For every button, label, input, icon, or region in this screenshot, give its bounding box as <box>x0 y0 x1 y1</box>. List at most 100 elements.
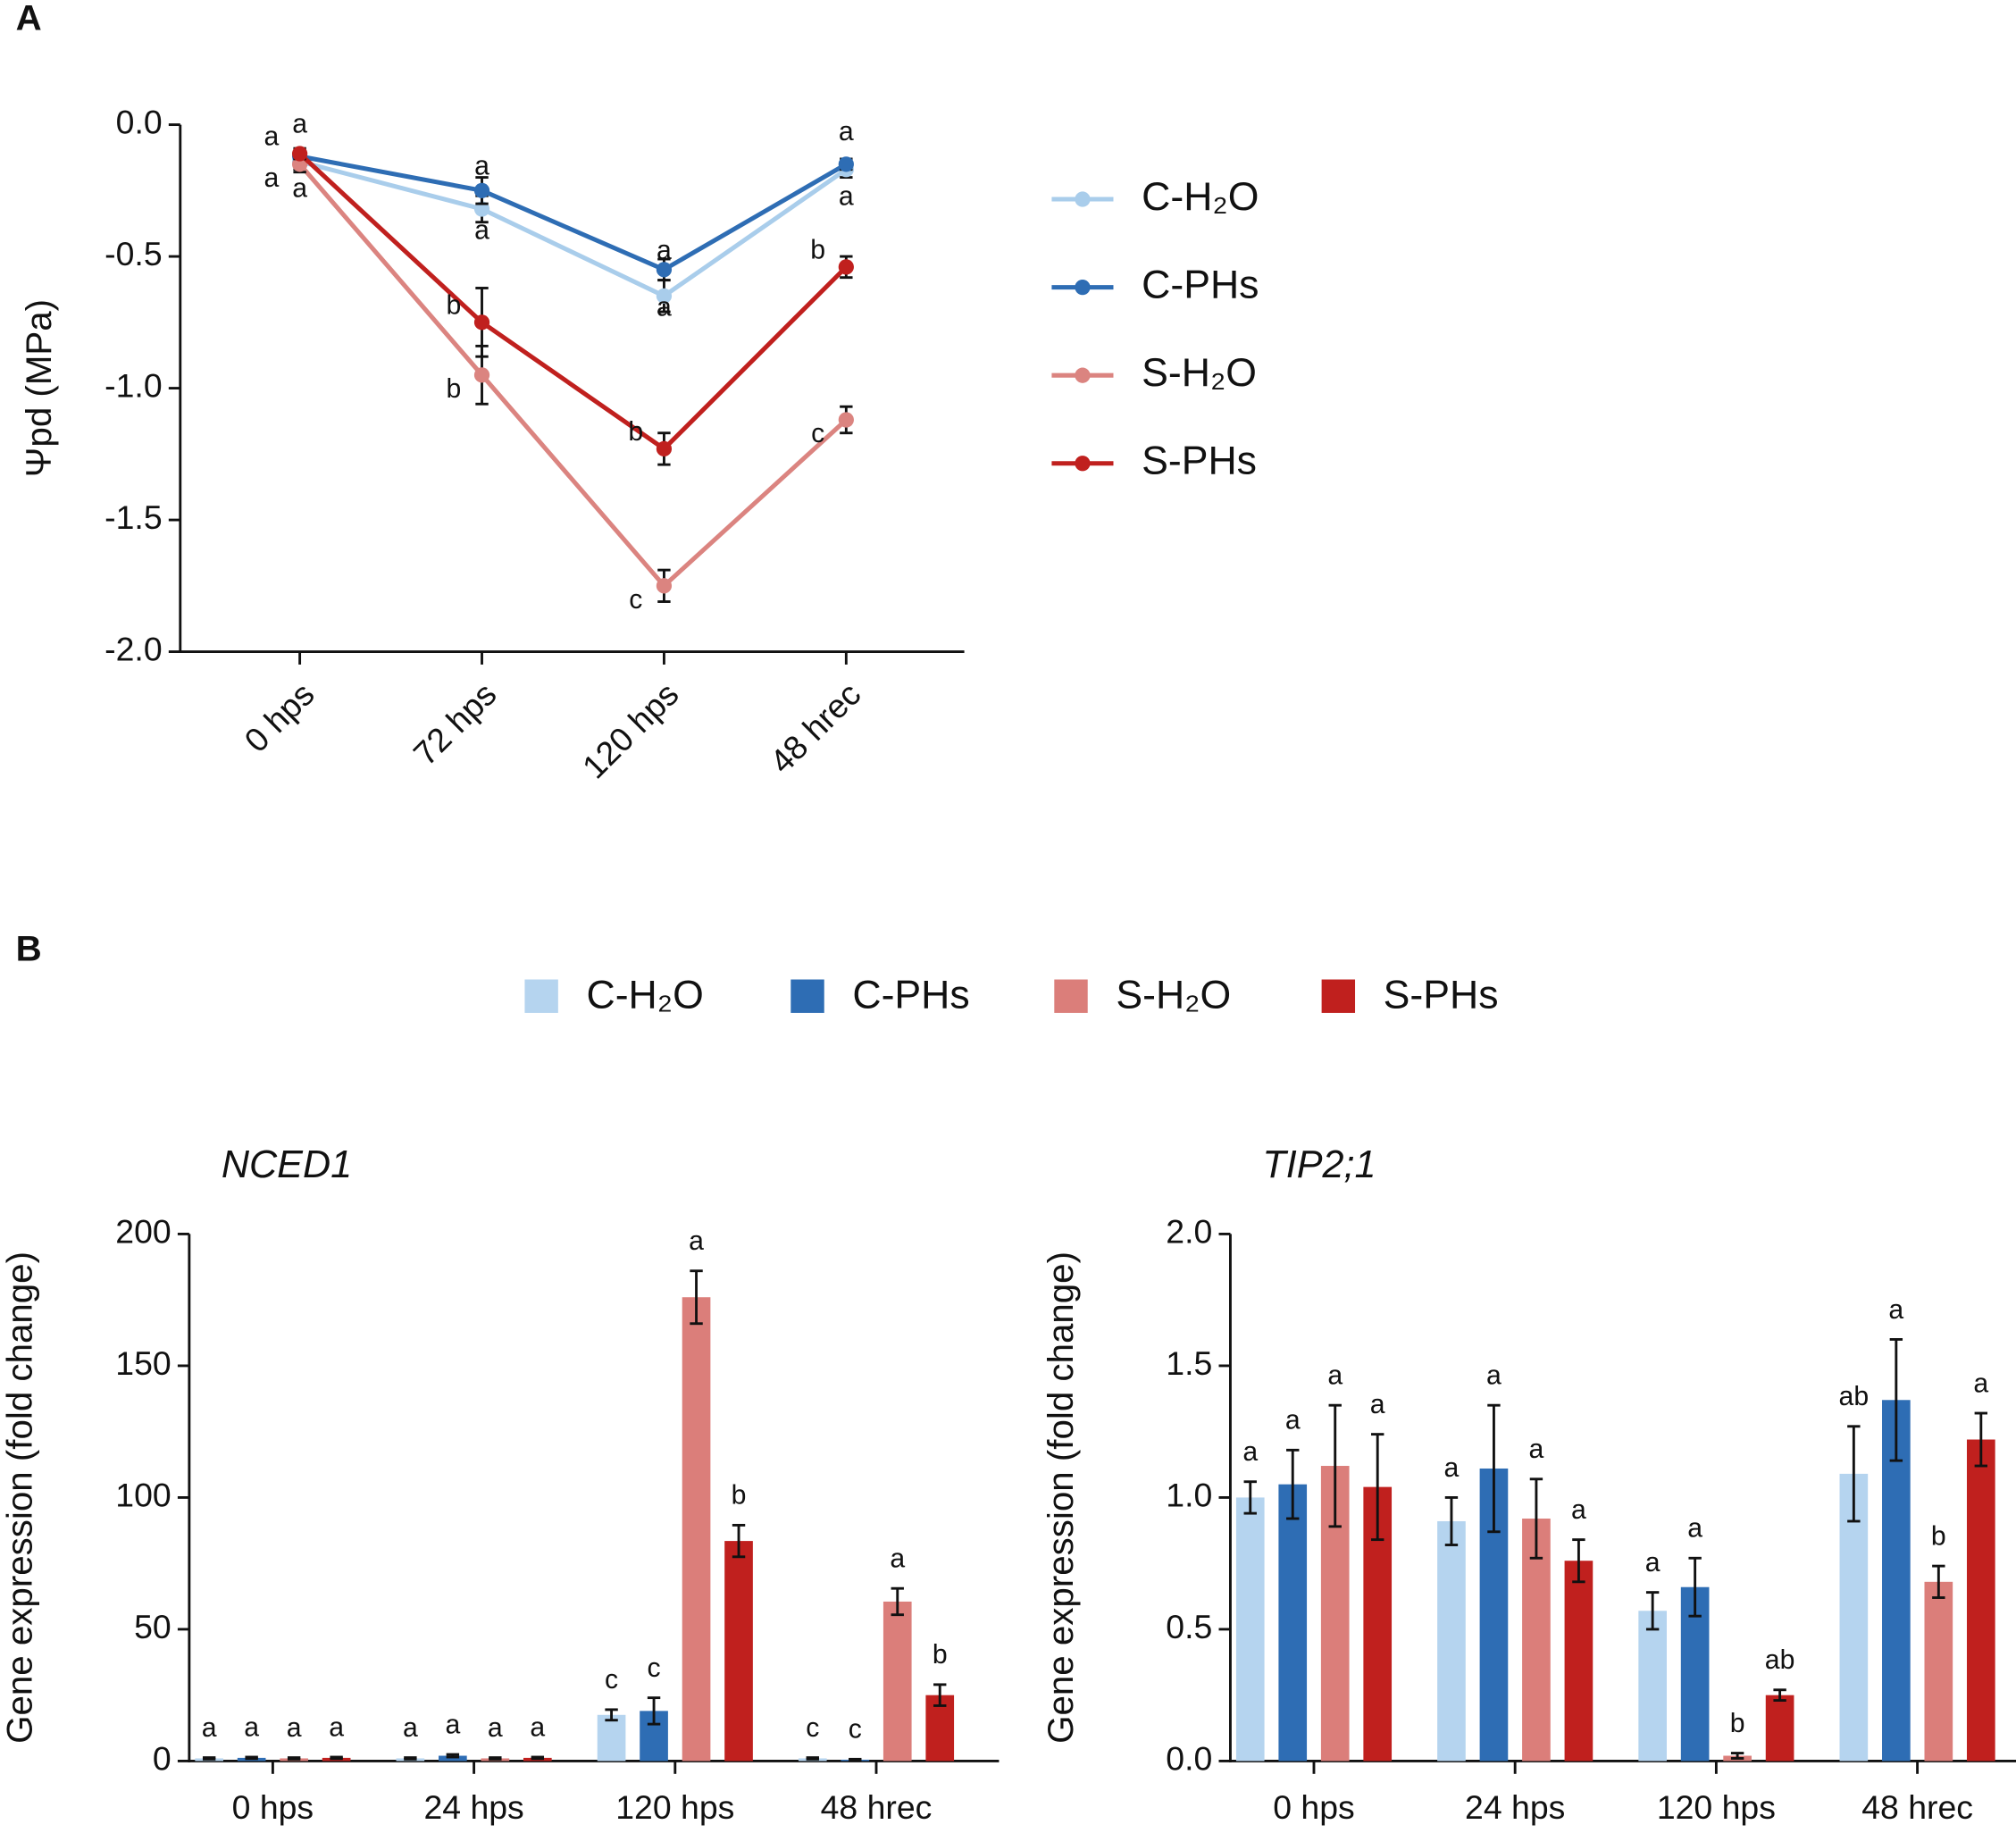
y-axis-label: Ψpd (MPa) <box>19 299 59 477</box>
data-point <box>838 259 854 275</box>
error-bar <box>202 1756 216 1761</box>
error-bar <box>1932 1564 1945 1599</box>
error-bar <box>1847 1425 1861 1523</box>
significance-letter: c <box>648 1653 661 1683</box>
data-point <box>838 412 854 428</box>
legend-marker <box>1075 191 1091 207</box>
significance-letter: c <box>849 1715 862 1745</box>
legend-label: C-H₂O <box>587 973 704 1017</box>
error-bar <box>446 1753 460 1759</box>
significance-letter: a <box>1687 1514 1702 1544</box>
significance-letter: a <box>445 1710 460 1739</box>
significance-letter: a <box>1486 1361 1502 1391</box>
legend-label: S-PHs <box>1142 439 1257 483</box>
bar <box>439 1755 467 1762</box>
significance-letter: b <box>810 236 825 265</box>
x-tick-label: 0 hps <box>1273 1788 1355 1826</box>
data-point <box>656 578 673 594</box>
y-axis-label: Gene expression (fold change) <box>1041 1251 1081 1744</box>
significance-letter: a <box>839 181 854 211</box>
error-bar <box>647 1696 661 1726</box>
y-tick-label: 0.0 <box>1166 1739 1212 1777</box>
error-bar <box>1688 1556 1702 1618</box>
significance-letter: a <box>202 1713 217 1743</box>
significance-letter: a <box>292 174 307 204</box>
error-bar <box>732 1523 746 1559</box>
data-point <box>656 440 673 457</box>
data-point <box>473 314 490 331</box>
significance-letter: a <box>244 1712 259 1742</box>
series-line <box>297 163 849 590</box>
error-bar <box>1572 1538 1585 1584</box>
y-tick-label: -1.5 <box>105 498 162 536</box>
y-tick-label: 0.5 <box>1166 1608 1212 1645</box>
x-tick-label: 24 hps <box>1465 1788 1565 1826</box>
y-tick-label: 50 <box>134 1608 171 1645</box>
legend-marker <box>1075 279 1091 296</box>
significance-letter: a <box>474 216 489 246</box>
x-tick-label: 48 hrec <box>821 1788 933 1826</box>
legend-swatch <box>524 979 558 1013</box>
error-bar <box>1730 1752 1744 1760</box>
significance-letter: c <box>629 585 642 615</box>
error-bar <box>1487 1403 1501 1534</box>
legend-label: S-H₂O <box>1142 351 1257 395</box>
error-bar <box>1328 1403 1342 1528</box>
y-tick-label: 1.0 <box>1166 1476 1212 1513</box>
data-point <box>473 367 490 383</box>
x-tick-label: 48 hrec <box>763 675 868 781</box>
significance-letter: b <box>933 1640 948 1670</box>
data-point <box>838 156 854 172</box>
y-tick-label: 150 <box>115 1344 171 1382</box>
bar <box>597 1714 626 1762</box>
legend-label: S-PHs <box>1384 973 1499 1017</box>
legend-label: S-H₂O <box>1116 973 1231 1017</box>
x-tick-label: 120 hps <box>575 675 686 786</box>
bar <box>1638 1611 1667 1762</box>
significance-letter: c <box>605 1665 618 1695</box>
significance-letter: a <box>474 152 489 181</box>
y-tick-label: 2.0 <box>1166 1212 1212 1250</box>
significance-letter: a <box>1529 1435 1544 1464</box>
y-tick-label: 1.5 <box>1166 1344 1212 1382</box>
significance-letter: a <box>1285 1406 1301 1435</box>
significance-letter: a <box>292 109 307 138</box>
significance-letter: a <box>657 292 672 322</box>
error-bar <box>245 1755 258 1761</box>
bar <box>724 1541 753 1762</box>
data-point <box>291 146 308 162</box>
error-bar <box>1444 1495 1459 1546</box>
y-tick-label: 200 <box>115 1212 171 1250</box>
error-bar <box>690 1269 703 1326</box>
significance-letter: a <box>264 122 280 152</box>
significance-letter: a <box>1888 1295 1903 1325</box>
significance-letter: a <box>1370 1390 1385 1419</box>
error-bar <box>1243 1480 1257 1515</box>
data-point <box>473 201 490 217</box>
error-bar <box>1889 1337 1903 1462</box>
legend-label: C-H₂O <box>1142 175 1259 219</box>
legend-marker <box>1075 367 1091 383</box>
bar <box>1278 1484 1308 1762</box>
x-tick-label: 120 hps <box>1657 1788 1776 1826</box>
legend-label: C-PHs <box>1142 263 1259 306</box>
legend-marker <box>1075 456 1091 472</box>
error-bar <box>1371 1433 1384 1542</box>
subplot-title: TIP2;1 <box>1262 1143 1376 1186</box>
x-tick-label: 120 hps <box>615 1788 734 1826</box>
error-bar <box>1529 1477 1543 1560</box>
y-tick-label: 100 <box>115 1476 171 1513</box>
significance-letter: b <box>446 374 461 404</box>
y-axis-label: Gene expression (fold change) <box>0 1251 39 1744</box>
significance-letter: a <box>530 1712 545 1742</box>
error-bar <box>1286 1448 1300 1520</box>
significance-letter: b <box>1730 1709 1745 1738</box>
significance-letter: b <box>732 1481 747 1511</box>
series-line <box>298 159 848 299</box>
significance-letter: a <box>1242 1437 1258 1467</box>
bar <box>1924 1581 1953 1762</box>
legend-swatch <box>1321 979 1356 1013</box>
bar <box>1564 1561 1594 1762</box>
significance-letter: a <box>329 1712 344 1742</box>
significance-letter: a <box>839 117 854 146</box>
